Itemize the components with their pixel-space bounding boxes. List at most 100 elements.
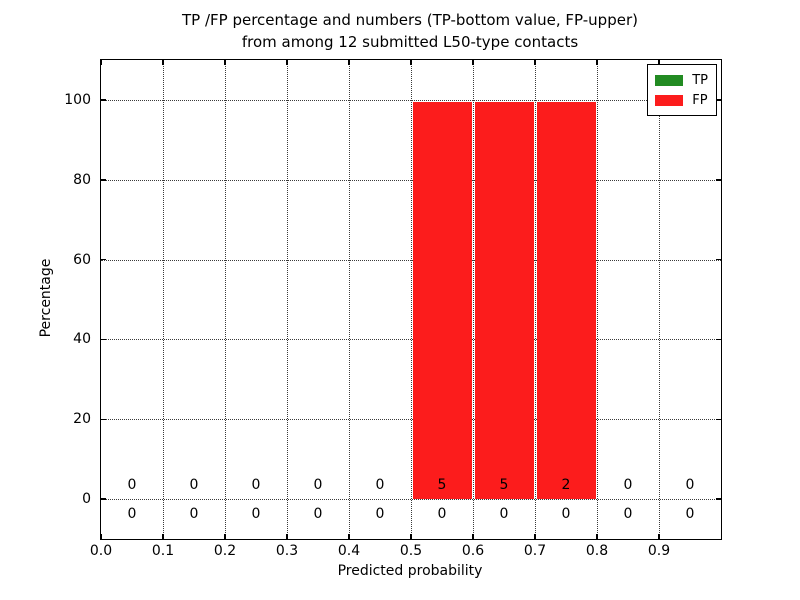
fp-count-label: 0 bbox=[685, 477, 695, 494]
tp-count-label: 0 bbox=[437, 506, 447, 523]
x-tick-mark bbox=[534, 534, 536, 539]
x-tick-mark bbox=[286, 534, 288, 539]
x-gridline bbox=[349, 60, 350, 539]
x-tick-mark-top bbox=[410, 60, 412, 65]
tp-count-label: 0 bbox=[499, 506, 509, 523]
fp-legend-label: FP bbox=[692, 92, 708, 108]
y-tick-label: 0 bbox=[82, 491, 91, 508]
x-gridline bbox=[163, 60, 164, 539]
chart-title-line1: TP /FP percentage and numbers (TP-bottom… bbox=[182, 11, 638, 29]
tp-count-label: 0 bbox=[375, 506, 385, 523]
x-tick-mark bbox=[162, 534, 164, 539]
x-tick-label: 0.3 bbox=[275, 543, 299, 559]
fp-bar bbox=[412, 101, 472, 500]
x-tick-label: 0.2 bbox=[213, 543, 237, 559]
y-tick-mark-right bbox=[716, 99, 721, 101]
y-gridline bbox=[101, 259, 721, 261]
x-tick-label: 0.0 bbox=[89, 543, 113, 559]
fp-count-label: 0 bbox=[127, 477, 137, 494]
fp-count-label: 5 bbox=[437, 477, 447, 494]
fp-count-label: 0 bbox=[251, 477, 261, 494]
fp-count-label: 0 bbox=[189, 477, 199, 494]
x-tick-mark bbox=[410, 534, 412, 539]
x-tick-mark bbox=[100, 534, 102, 539]
y-gridline bbox=[101, 99, 721, 101]
x-tick-mark-top bbox=[348, 60, 350, 65]
y-tick-mark-right bbox=[716, 418, 721, 420]
tp-count-label: 0 bbox=[251, 506, 261, 523]
y-tick-mark-right bbox=[716, 338, 721, 341]
y-tick-label: 80 bbox=[73, 171, 91, 188]
y-gridline bbox=[101, 179, 721, 181]
x-tick-mark-top bbox=[472, 60, 474, 65]
fp-bar bbox=[474, 101, 534, 500]
tp-count-label: 0 bbox=[685, 506, 695, 523]
x-gridline bbox=[287, 60, 288, 539]
y-tick-label: 20 bbox=[73, 411, 91, 428]
x-tick-mark-top bbox=[224, 60, 226, 65]
x-tick-label: 0.1 bbox=[151, 543, 175, 559]
tp-count-label: 0 bbox=[313, 506, 323, 523]
tp-count-label: 0 bbox=[561, 506, 571, 523]
tp-legend-swatch bbox=[655, 74, 684, 86]
plot-area: TP FP 0 0 0 0 0 0 0 0 0 0 5 0 5 0 2 0 0 0 0 0 0.0 0.1 0.2 0.3 0.… bbox=[64, 59, 722, 559]
x-tick-mark bbox=[224, 534, 226, 539]
x-tick-mark-top bbox=[286, 60, 288, 65]
y-tick-mark bbox=[101, 418, 106, 420]
x-gridline bbox=[659, 60, 660, 539]
legend-entry-fp: FP bbox=[655, 90, 708, 110]
y-tick-mark-right bbox=[716, 179, 721, 181]
x-tick-label: 0.7 bbox=[523, 543, 547, 559]
x-axis-label: Predicted probability bbox=[337, 563, 483, 579]
x-tick-mark-top bbox=[162, 60, 164, 65]
y-tick-mark bbox=[101, 179, 106, 181]
x-gridline bbox=[535, 60, 536, 539]
y-tick-mark-right bbox=[716, 498, 721, 500]
x-tick-mark-top bbox=[534, 60, 536, 65]
y-axis-label: Percentage bbox=[38, 258, 54, 338]
legend: TP FP bbox=[647, 64, 717, 116]
tp-legend-label: TP bbox=[692, 72, 708, 88]
y-tick-label: 60 bbox=[73, 251, 91, 268]
legend-entry-tp: TP bbox=[655, 70, 708, 90]
x-tick-label: 0.8 bbox=[585, 543, 609, 559]
tp-count-label: 0 bbox=[127, 506, 137, 523]
x-tick-mark bbox=[658, 534, 660, 539]
y-tick-mark bbox=[101, 99, 106, 101]
tp-count-label: 0 bbox=[189, 506, 199, 523]
x-tick-label: 0.4 bbox=[337, 543, 361, 559]
y-gridline bbox=[101, 339, 721, 341]
x-tick-label: 0.5 bbox=[399, 543, 423, 559]
y-tick-mark bbox=[101, 338, 106, 341]
x-tick-mark bbox=[596, 534, 598, 539]
fp-legend-swatch bbox=[655, 94, 684, 106]
x-tick-mark-top bbox=[596, 60, 598, 65]
fp-count-label: 5 bbox=[499, 477, 509, 494]
fp-count-label: 0 bbox=[313, 477, 323, 494]
chart-title-line2: from among 12 submitted L50-type contact… bbox=[241, 33, 579, 51]
y-tick-label: 100 bbox=[64, 91, 91, 108]
x-tick-mark bbox=[348, 534, 350, 539]
fp-count-label: 0 bbox=[375, 477, 385, 494]
y-gridline bbox=[101, 499, 721, 501]
x-gridline bbox=[473, 60, 474, 539]
y-tick-mark-right bbox=[716, 258, 721, 261]
fp-count-label: 0 bbox=[623, 477, 633, 494]
x-gridline bbox=[225, 60, 226, 539]
tp-count-label: 0 bbox=[623, 506, 633, 523]
chart-title: TP /FP percentage and numbers (TP-bottom… bbox=[100, 9, 720, 53]
y-tick-mark bbox=[101, 258, 106, 261]
x-tick-label: 0.9 bbox=[647, 543, 671, 559]
fp-bar bbox=[536, 101, 596, 500]
x-tick-mark bbox=[472, 534, 474, 539]
y-gridline bbox=[101, 419, 721, 421]
y-tick-label: 40 bbox=[73, 331, 91, 348]
x-tick-label: 0.6 bbox=[461, 543, 485, 559]
x-gridline bbox=[411, 60, 412, 539]
x-gridline bbox=[597, 60, 598, 539]
x-tick-mark-top bbox=[658, 60, 660, 65]
fp-count-label: 2 bbox=[561, 477, 571, 494]
x-tick-mark-top bbox=[100, 60, 102, 65]
y-tick-mark bbox=[101, 498, 106, 500]
